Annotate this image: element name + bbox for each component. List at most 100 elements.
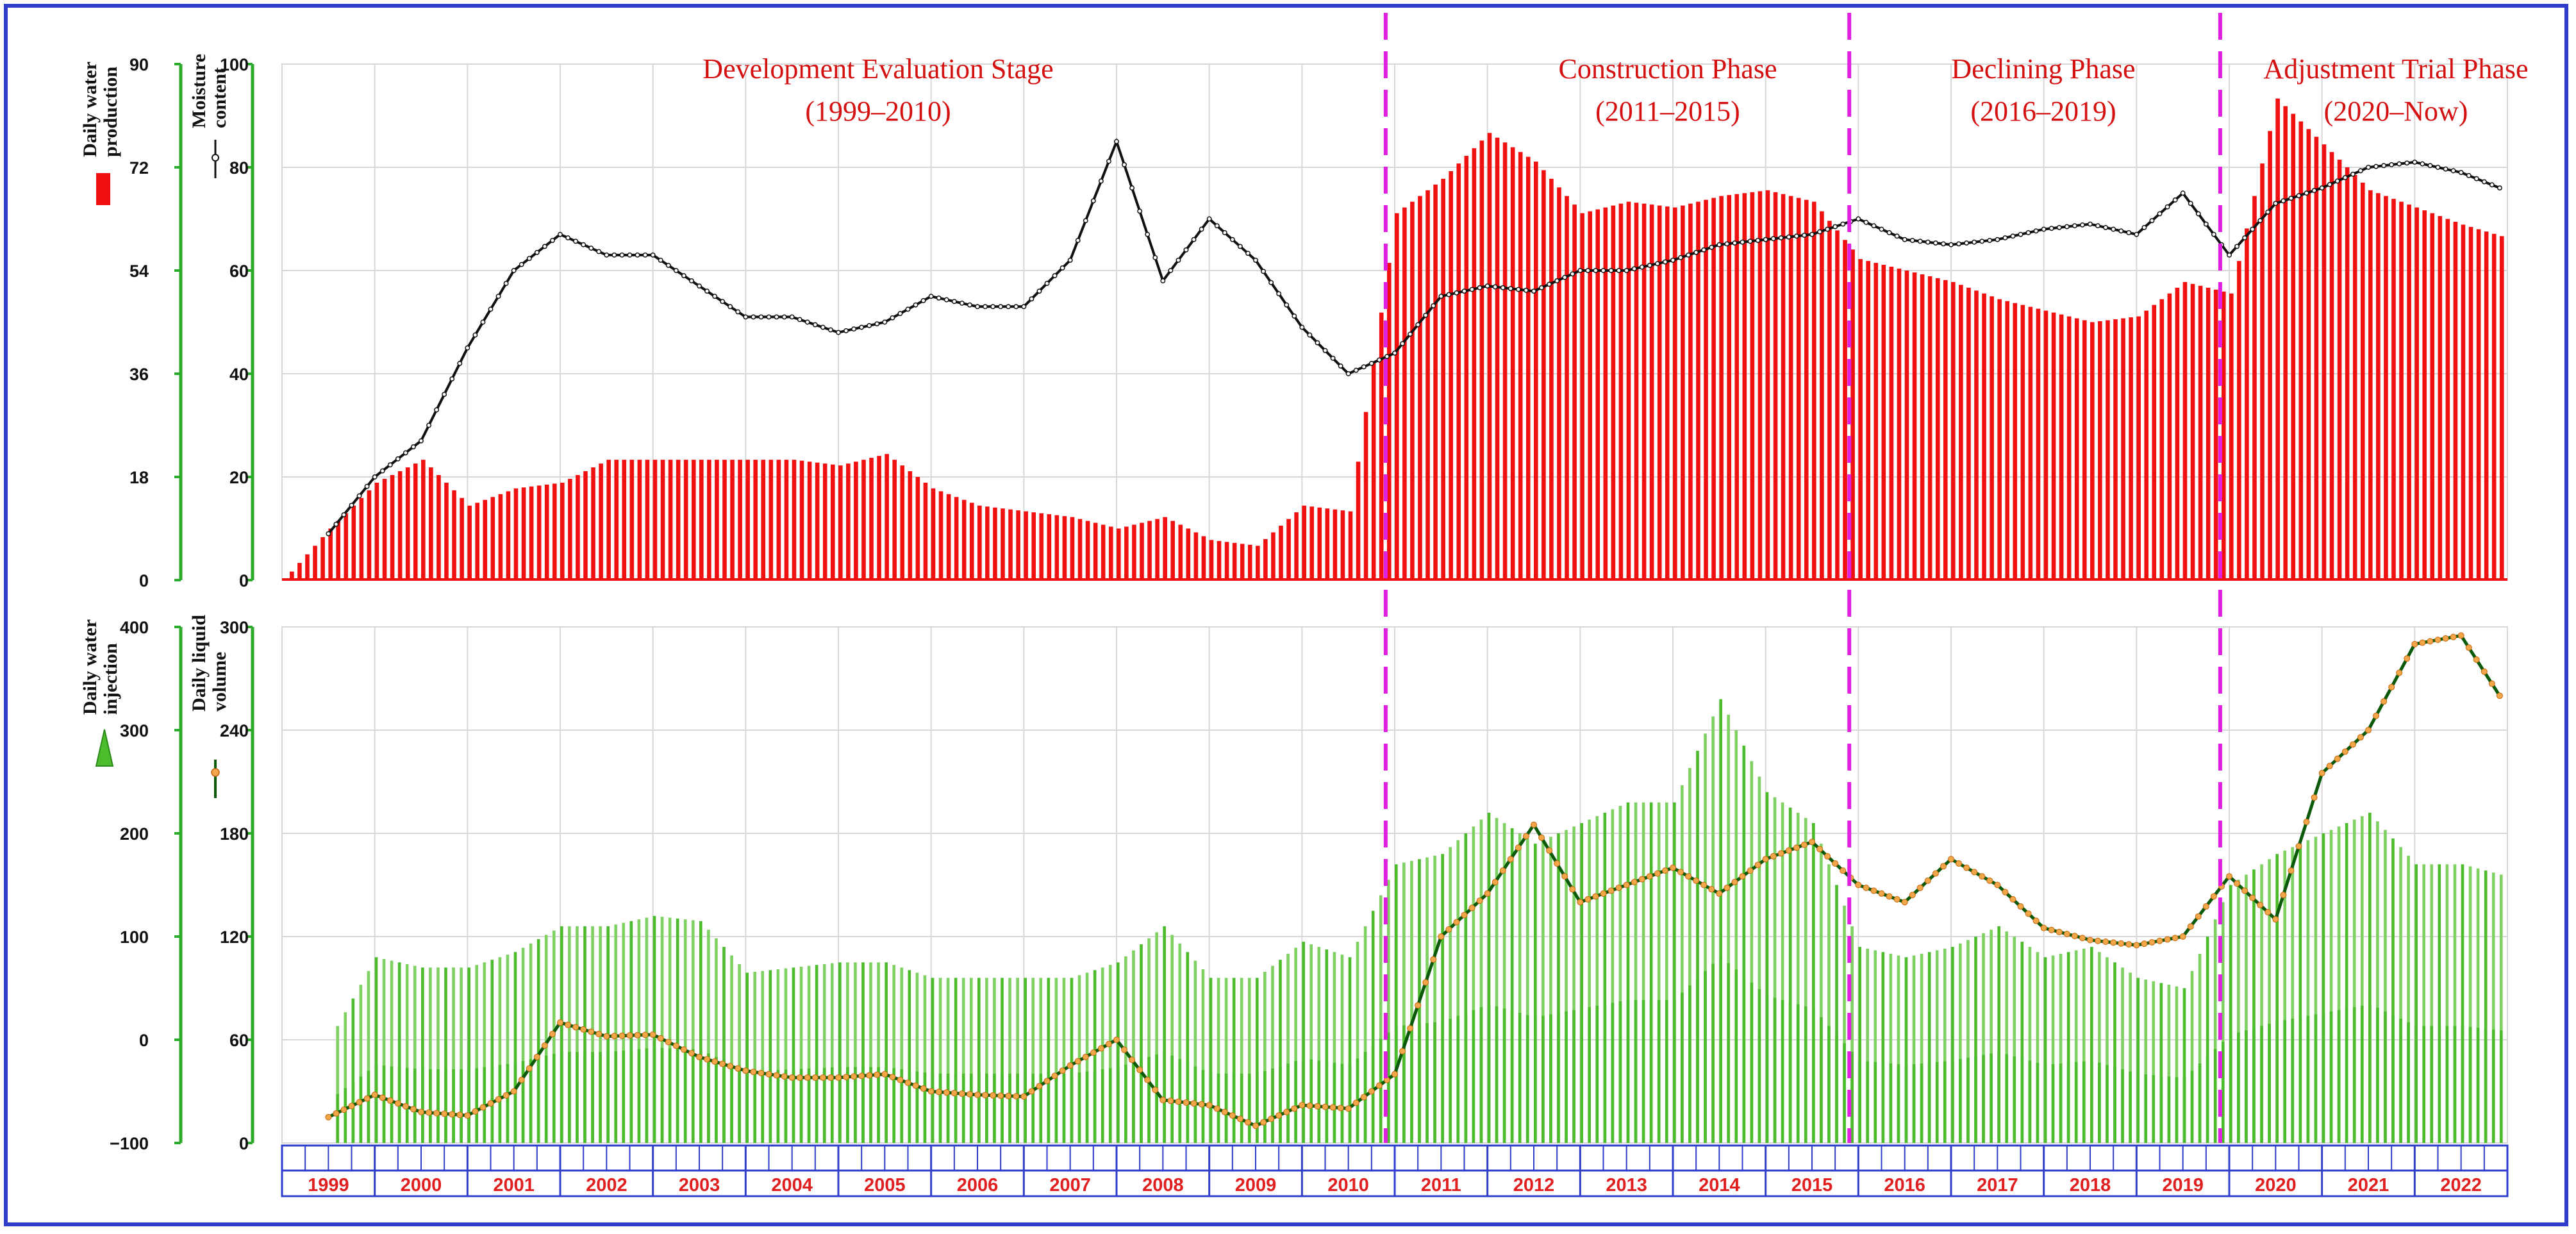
moisture-content-point — [1292, 313, 1297, 319]
water-injection-bar — [576, 926, 579, 1143]
moisture-content-point — [1979, 238, 1985, 244]
moisture-content-point — [1740, 239, 1745, 245]
water-production-bar — [1317, 507, 1322, 580]
water-production-bar — [2314, 137, 2319, 581]
water-production-bar — [1232, 542, 1237, 580]
moisture-content-point — [596, 249, 602, 254]
moisture-content-point — [983, 304, 988, 310]
water-production-bar — [576, 475, 580, 580]
water-injection-bar — [969, 978, 973, 1143]
moisture-content-point — [2311, 188, 2317, 194]
water-production-bar — [2484, 231, 2489, 581]
water-injection-fill — [861, 1067, 865, 1143]
water-injection-bar — [2399, 847, 2402, 1143]
water-injection-fill — [1765, 996, 1769, 1143]
liquid-volume-point — [2040, 924, 2047, 931]
water-injection-bar — [2159, 983, 2163, 1143]
water-production-bar — [1843, 240, 1847, 581]
moisture-content-point — [2404, 160, 2410, 166]
liquid-volume-point — [665, 1038, 672, 1046]
water-injection-fill — [2337, 1010, 2341, 1143]
water-injection-fill — [2129, 1071, 2132, 1143]
moisture-content-point — [1616, 268, 1622, 273]
liquid-volume-point — [603, 1033, 610, 1040]
liquid-volume-point — [634, 1031, 641, 1038]
liquid-volume-point — [1445, 926, 1452, 933]
moisture-content-point — [1709, 244, 1715, 250]
liquid-volume-point — [619, 1032, 626, 1039]
water-injection-fill — [1093, 1070, 1097, 1143]
moisture-content-point — [1523, 287, 1529, 293]
water-injection-fill — [1557, 1013, 1560, 1143]
water-injection-fill — [1626, 999, 1630, 1143]
moisture-content-point — [1972, 239, 1977, 245]
moisture-content-point — [1152, 254, 1158, 260]
moisture-content-point — [1902, 237, 1907, 242]
water-injection-bar — [1201, 969, 1205, 1143]
orange-dot-line-icon — [211, 760, 220, 798]
moisture-content-point — [558, 231, 563, 237]
moisture-content-point — [2327, 181, 2332, 187]
water-production-bar — [1611, 205, 1616, 580]
water-injection-fill — [2213, 1049, 2217, 1143]
liquid-volume-point — [2009, 896, 2016, 903]
moisture-content-point — [1431, 303, 1436, 308]
water-injection-fill — [2368, 1004, 2372, 1143]
water-injection-bar — [2414, 864, 2418, 1143]
water-production-bar — [2422, 210, 2427, 580]
moisture-content-point — [1284, 302, 1290, 308]
moisture-content-point — [1415, 322, 1421, 328]
liquid-volume-point — [1476, 897, 1483, 905]
water-production-bar — [637, 460, 642, 580]
liquid-volume-point — [1592, 893, 1599, 900]
water-production-bar — [629, 460, 635, 580]
water-injection-fill — [1912, 1064, 1916, 1143]
liquid-volume-point — [363, 1095, 370, 1102]
water-injection-bar — [1371, 910, 1375, 1143]
water-injection-bar — [715, 938, 718, 1143]
water-production-bar — [1595, 209, 1600, 580]
liquid-volume-point — [2202, 903, 2209, 910]
water-injection-fill — [1410, 1024, 1413, 1143]
water-injection-fill — [1595, 1005, 1599, 1143]
water-injection-fill — [614, 1051, 618, 1143]
moisture-content-point — [1268, 279, 1274, 285]
liquid-volume-point — [572, 1024, 579, 1031]
year-label: 2009 — [1235, 1175, 1277, 1196]
liquid-volume-point — [426, 1109, 433, 1116]
liquid-volume-point — [897, 1076, 904, 1083]
liquid-volume-point — [781, 1073, 788, 1080]
moisture-content-point — [2141, 224, 2147, 230]
water-injection-fill — [1920, 1063, 1924, 1143]
liquid-volume-point — [2334, 755, 2341, 762]
top-axis-outer-label-line2: production — [100, 67, 121, 157]
water-injection-fill — [367, 1071, 370, 1143]
water-injection-bar — [1781, 802, 1784, 1143]
water-injection-bar — [1858, 947, 1861, 1143]
liquid-volume-point — [1484, 890, 1491, 897]
water-injection-fill — [1479, 1007, 1483, 1143]
water-injection-bar — [1317, 947, 1321, 1143]
moisture-content-point — [1793, 233, 1799, 239]
moisture-content-point — [2366, 165, 2371, 170]
water-injection-fill — [1379, 1038, 1383, 1143]
moisture-content-point — [913, 302, 918, 308]
liquid-volume-point — [588, 1028, 595, 1035]
phase-annotations: Development Evaluation Stage (1999–2010)… — [702, 53, 2528, 127]
moisture-content-point — [495, 294, 501, 299]
water-injection-bar — [359, 985, 363, 1143]
water-injection-bar — [1920, 953, 1924, 1143]
liquid-volume-point — [1963, 864, 1970, 871]
water-injection-fill — [2144, 1074, 2148, 1143]
water-injection-fill — [498, 1065, 502, 1143]
water-injection-fill — [429, 1069, 432, 1143]
moisture-content-point — [905, 306, 911, 312]
water-injection-bar — [475, 965, 479, 1143]
water-injection-fill — [1510, 1010, 1514, 1143]
water-production-bar — [1990, 296, 1994, 580]
liquid-volume-point — [2264, 908, 2272, 915]
liquid-volume-point — [773, 1072, 780, 1079]
water-injection-bar — [444, 967, 447, 1143]
water-injection-bar — [753, 972, 757, 1143]
moisture-content-point — [1199, 226, 1204, 232]
